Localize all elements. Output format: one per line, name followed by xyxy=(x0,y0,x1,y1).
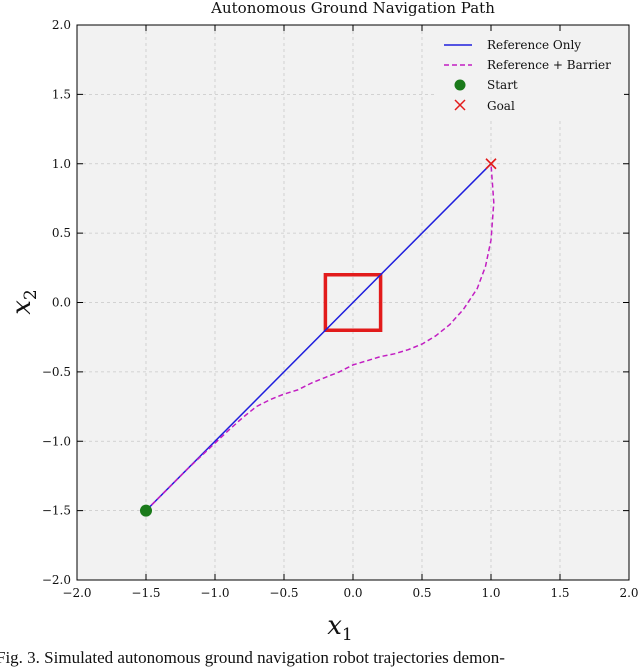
goal-marker xyxy=(485,158,497,170)
y-tick-label: −1.5 xyxy=(42,504,71,518)
x-axis-label-subscript: 1 xyxy=(342,625,353,645)
y-tick-label: −1.0 xyxy=(42,434,71,448)
goal-marker-stroke xyxy=(485,158,497,170)
x-tick-label: 2.0 xyxy=(619,586,638,600)
x-tick-label: −0.5 xyxy=(269,586,298,600)
y-tick-label: 0.5 xyxy=(52,226,71,240)
legend-swatch-start xyxy=(454,79,466,91)
x-tick-label: 0.0 xyxy=(343,586,362,600)
y-tick-label: −2.0 xyxy=(42,573,71,587)
figure-caption: Fig. 3. Simulated autonomous ground navi… xyxy=(0,648,505,667)
legend: Reference Only Reference + Barrier Start… xyxy=(436,31,624,119)
y-tick-label: 0.0 xyxy=(52,296,71,310)
x-tick-label: 1.0 xyxy=(481,586,500,600)
legend-label-reference-only: Reference Only xyxy=(487,38,581,52)
x-axis-label: x1 xyxy=(327,611,353,645)
legend-label-start: Start xyxy=(487,78,518,92)
series-layer xyxy=(140,158,497,517)
y-axis-label: x2 xyxy=(7,289,41,315)
series-line-reference-barrier xyxy=(145,163,495,512)
legend-label-reference-barrier: Reference + Barrier xyxy=(487,58,611,72)
x-tick-label: −1.0 xyxy=(200,586,229,600)
series-line-reference-only xyxy=(145,163,492,512)
y-axis-label-subscript: 2 xyxy=(21,289,41,300)
x-tick-label: −1.5 xyxy=(131,586,160,600)
legend-swatch-goal xyxy=(454,99,466,111)
obstacle-square xyxy=(323,273,383,332)
x-tick-label: 1.5 xyxy=(550,586,569,600)
x-tick-label: 0.5 xyxy=(412,586,431,600)
ticks-layer: −2.0 −1.5 −1.0 −0.5 0.0 0.5 1.0 1.5 2.0 −2.0 −1.5 −… xyxy=(42,18,639,600)
y-tick-label: −0.5 xyxy=(42,365,71,379)
start-marker xyxy=(140,504,152,517)
x-tick-label: −2.0 xyxy=(62,586,91,600)
legend-label-goal: Goal xyxy=(487,99,515,113)
y-tick-label: 1.5 xyxy=(52,87,71,101)
y-tick-label: 2.0 xyxy=(52,18,71,32)
chart-title: Autonomous Ground Navigation Path xyxy=(210,0,495,17)
y-tick-label: 1.0 xyxy=(52,157,71,171)
